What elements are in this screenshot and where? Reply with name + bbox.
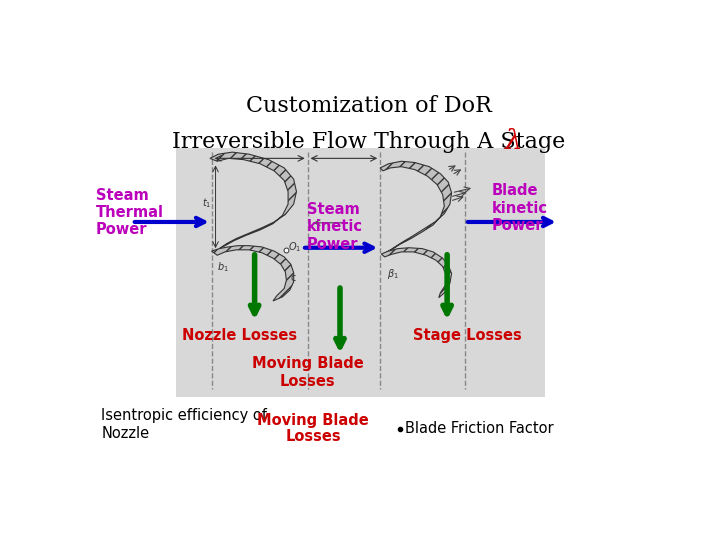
Polygon shape	[212, 246, 294, 301]
Text: $\beta_1$: $\beta_1$	[387, 267, 399, 281]
Polygon shape	[380, 161, 451, 253]
Text: Stage Losses: Stage Losses	[413, 328, 521, 342]
Text: Steam
Thermal
Power: Steam Thermal Power	[96, 187, 163, 237]
Text: Blade
kinetic
Power: Blade kinetic Power	[492, 184, 548, 233]
Bar	[176, 148, 545, 397]
Text: Moving Blade: Moving Blade	[257, 413, 369, 428]
Text: Customization of DoR: Customization of DoR	[246, 96, 492, 117]
Text: Blade Friction Factor: Blade Friction Factor	[405, 421, 554, 436]
Text: Losses: Losses	[285, 429, 341, 444]
Polygon shape	[382, 248, 451, 298]
Text: Nozzle Losses: Nozzle Losses	[182, 328, 297, 342]
Text: c: c	[291, 273, 296, 283]
Text: $b_1$: $b_1$	[217, 261, 229, 274]
Text: Isentropic efficiency of
Nozzle: Isentropic efficiency of Nozzle	[101, 408, 267, 441]
Polygon shape	[210, 152, 297, 248]
Text: Steam
kinetic
Power: Steam kinetic Power	[307, 202, 362, 252]
Text: λ: λ	[505, 128, 523, 155]
Text: $t_1$: $t_1$	[202, 196, 211, 210]
Text: Irreversible Flow Through A Stage: Irreversible Flow Through A Stage	[172, 131, 566, 153]
Text: $O_1$: $O_1$	[288, 240, 302, 254]
Text: Moving Blade
Losses: Moving Blade Losses	[252, 356, 364, 389]
